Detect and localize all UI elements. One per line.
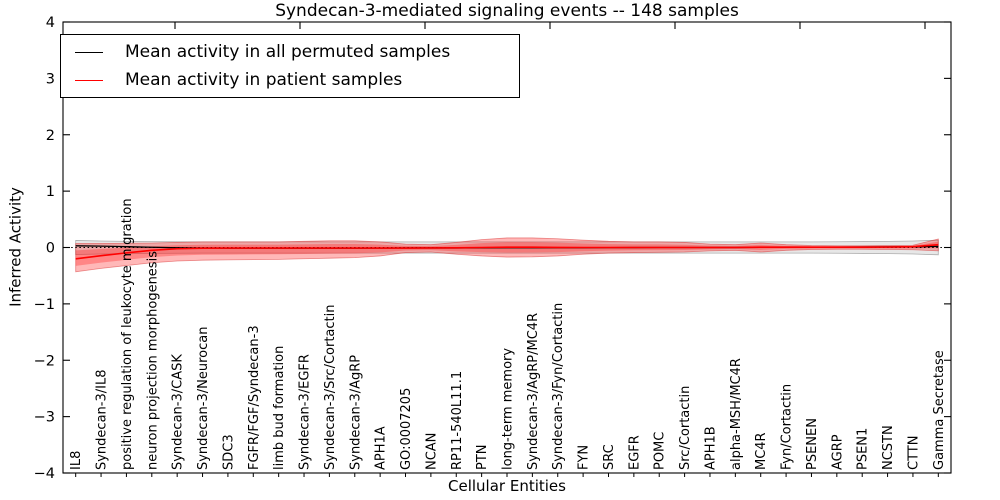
x-tick-label: FGFR/FGF/Syndecan-3 — [247, 325, 262, 470]
x-tick-label: SDC3 — [221, 434, 236, 470]
x-tick-label: APH1B — [703, 426, 718, 470]
x-tick-label: Fyn/Cortactin — [780, 384, 795, 470]
x-tick-label: Syndecan-3/IL8 — [95, 370, 110, 470]
y-tick-label: −4 — [34, 466, 55, 482]
x-tick-label: alpha-MSH/MC4R — [729, 358, 744, 470]
x-tick-label: APH1A — [374, 426, 389, 470]
y-tick-label: −3 — [34, 410, 55, 426]
x-tick-label: Syndecan-3/AgRP/MC4R — [526, 313, 541, 470]
y-tick-label: 0 — [46, 241, 55, 257]
x-tick-label: positive regulation of leukocyte migrati… — [120, 198, 135, 470]
x-tick-label: NCAN — [424, 433, 439, 470]
legend-entry-patient: Mean activity in patient samples — [75, 67, 519, 93]
legend-label-permuted: Mean activity in all permuted samples — [125, 42, 451, 62]
x-tick-label: CTTN — [906, 436, 921, 470]
patient-mean-line — [75, 243, 939, 260]
legend-entry-permuted: Mean activity in all permuted samples — [75, 39, 519, 65]
x-tick-label: Syndecan-3/AgRP — [348, 355, 363, 470]
x-tick-label: PSEN1 — [856, 428, 871, 470]
x-tick-label: RP11-540L11.1 — [450, 371, 465, 470]
x-tick-label: Syndecan-3/EGFR — [298, 354, 313, 470]
x-tick-label: IL8 — [69, 451, 84, 470]
x-tick-label: Syndecan-3/CASK — [171, 354, 186, 470]
y-tick-label: 1 — [46, 184, 55, 200]
x-axis-title: Cellular Entities — [448, 477, 566, 495]
y-tick-label: 3 — [46, 71, 55, 87]
x-tick-label: NCSTN — [881, 425, 896, 470]
y-tick-label: 2 — [46, 128, 55, 144]
x-tick-label: Gamma Secretase — [932, 350, 947, 470]
y-tick-label: −1 — [34, 297, 55, 313]
x-tick-label: long-term memory — [501, 348, 516, 470]
x-tick-label: neuron projection morphogenesis — [145, 251, 160, 470]
legend-label-patient: Mean activity in patient samples — [125, 70, 403, 90]
legend: Mean activity in all permuted samples Me… — [60, 34, 520, 98]
x-tick-label: SRC — [602, 444, 617, 470]
x-tick-label: AGRP — [830, 434, 845, 470]
top-axis-ticks — [174, 22, 926, 29]
x-tick-label: FYN — [577, 445, 592, 470]
x-tick-label: POMC — [653, 432, 668, 470]
x-tick-label: MC4R — [754, 432, 769, 470]
y-axis-title: Inferred Activity — [6, 187, 25, 307]
y-tick-label: −2 — [34, 353, 55, 369]
x-tick-label: EGFR — [627, 435, 642, 470]
x-tick-label: Syndecan-3/Neurocan — [196, 327, 211, 470]
patient-band-outer — [75, 237, 939, 273]
x-tick-label: Syndecan-3/Src/Cortactin — [323, 304, 338, 470]
x-tick-label: Syndecan-3/Fyn/Cortactin — [551, 303, 566, 470]
x-tick-label: PTN — [475, 444, 490, 470]
y-tick-label: 4 — [46, 15, 55, 31]
x-tick-label: limb bud formation — [272, 346, 287, 470]
x-tick-label: GO:0007205 — [399, 388, 414, 470]
patient-line-swatch-icon — [75, 79, 103, 81]
x-tick-label: Src/Cortactin — [678, 386, 693, 470]
chart-title: Syndecan-3-mediated signaling events -- … — [275, 1, 739, 21]
x-axis: IL8 Syndecan-3/IL8 positive regulation of … — [69, 198, 947, 477]
x-tick-label: PSENEN — [805, 418, 820, 470]
permuted-line-swatch-icon — [75, 51, 103, 53]
